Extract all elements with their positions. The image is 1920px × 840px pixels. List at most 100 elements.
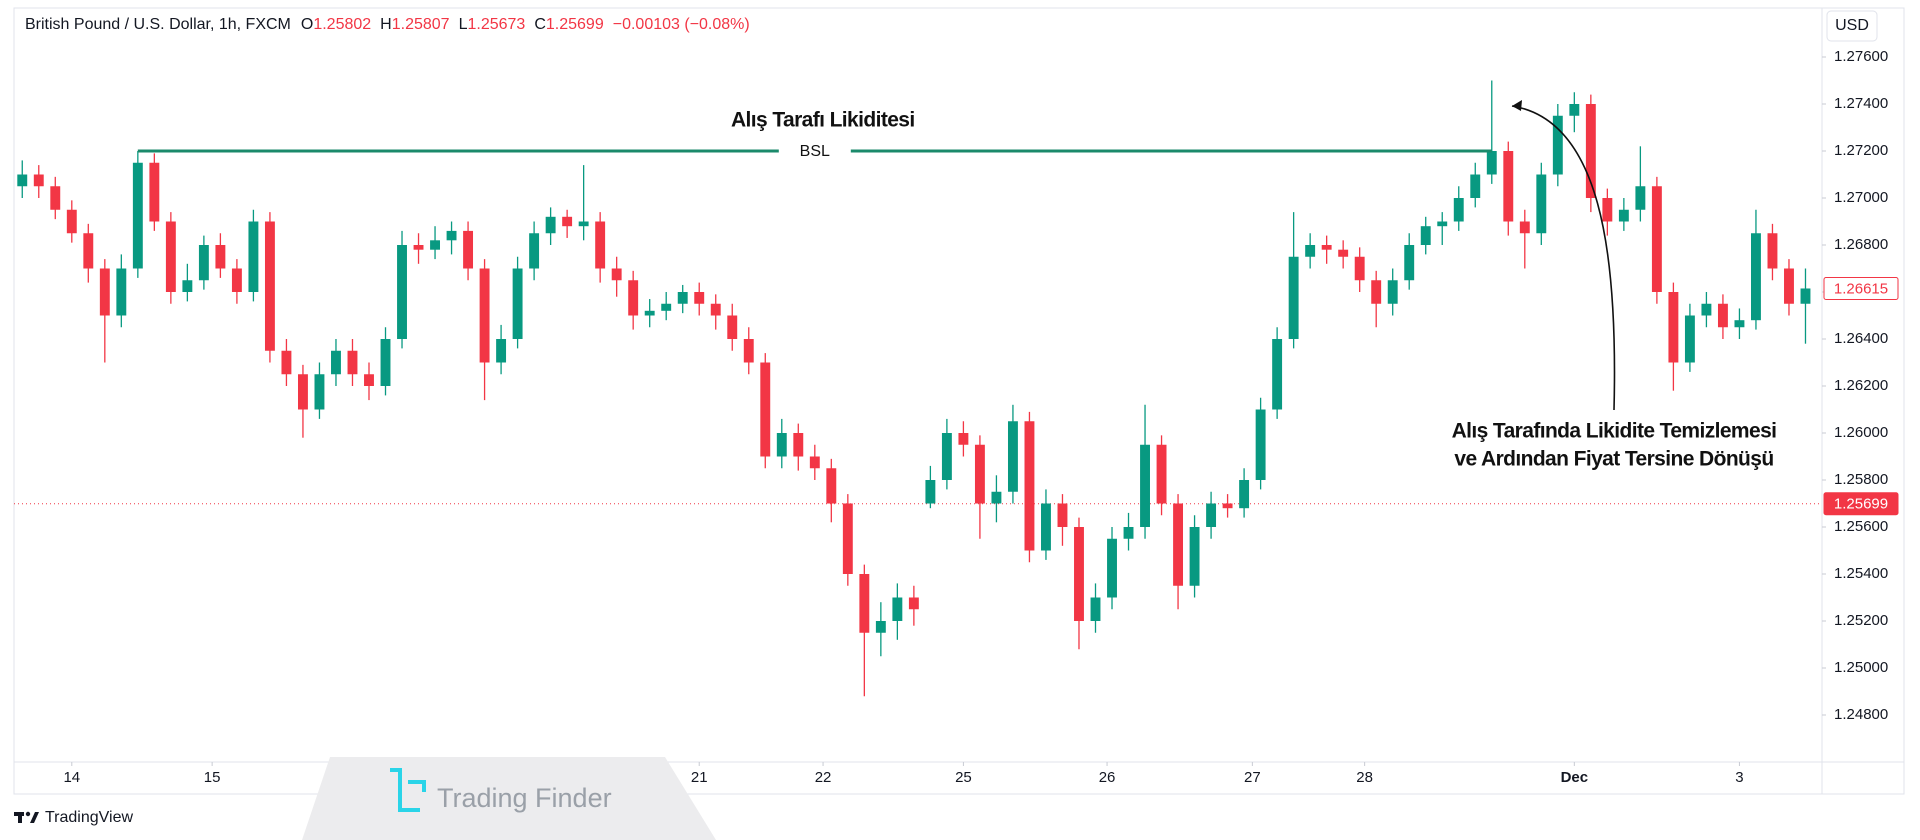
candle-body xyxy=(611,268,622,281)
candle-body xyxy=(1602,198,1613,222)
candle-body xyxy=(892,597,903,621)
ohlc-value: 1.25673 xyxy=(467,16,525,33)
candle-body xyxy=(314,374,325,410)
y-tick-label: 1.27400 xyxy=(1834,95,1888,112)
candle-body xyxy=(182,280,193,292)
ohlc-value: 1.25699 xyxy=(546,16,604,33)
candle-body xyxy=(1437,221,1448,227)
candle-body xyxy=(776,433,787,457)
candle-body xyxy=(1123,527,1134,539)
symbol-title: British Pound / U.S. Dollar, 1h, FXCM xyxy=(25,16,291,33)
y-tick-label: 1.25600 xyxy=(1834,518,1888,535)
x-tick-label: 26 xyxy=(1099,769,1116,786)
candle-body xyxy=(760,362,771,457)
candle-body xyxy=(1519,221,1530,234)
candle-body xyxy=(116,268,127,316)
candle-body xyxy=(1272,339,1283,410)
candle-body xyxy=(1321,245,1332,250)
candle-body xyxy=(595,221,606,269)
candle-body xyxy=(1618,209,1629,222)
x-tick-label: 22 xyxy=(815,769,832,786)
candle-body xyxy=(413,245,424,250)
candle-body xyxy=(826,468,837,504)
candle-body xyxy=(397,245,407,339)
candle-body xyxy=(1569,104,1580,116)
arrow-head xyxy=(1512,100,1522,111)
ohlc-key: O xyxy=(301,16,313,33)
candle-body xyxy=(1800,288,1811,304)
y-tick-label: 1.25200 xyxy=(1834,612,1888,629)
candle-body xyxy=(297,374,308,410)
candle-body xyxy=(644,310,655,316)
candle-body xyxy=(1074,527,1084,621)
candle-body xyxy=(1585,104,1596,198)
frame xyxy=(13,7,1905,795)
symbol-info: British Pound / U.S. Dollar, 1h, FXCM O 1.… xyxy=(25,16,750,33)
candle-body xyxy=(33,174,44,187)
candle-body xyxy=(479,268,490,363)
annotation-line: ve Ardından Fiyat Tersine Dönüşü xyxy=(1454,448,1773,471)
candle-body xyxy=(1288,256,1299,339)
candle-body xyxy=(958,433,969,445)
candle-body xyxy=(380,339,391,386)
candle-body xyxy=(463,230,474,269)
candle-body xyxy=(512,268,523,339)
candle-body xyxy=(50,186,61,210)
candle-body xyxy=(248,221,259,292)
candle-body xyxy=(198,245,209,281)
candle-body xyxy=(1751,233,1761,321)
candle-body xyxy=(1338,249,1349,257)
ohlc-value: 1.25807 xyxy=(392,16,450,33)
candle-body xyxy=(1717,303,1728,328)
candle-body xyxy=(364,374,374,386)
watermark-logo xyxy=(390,768,426,812)
candle-body xyxy=(793,433,804,457)
candle-body xyxy=(1668,292,1679,363)
candle-body xyxy=(925,480,936,504)
price-label-box xyxy=(1823,276,1899,300)
y-tick-label: 1.27600 xyxy=(1834,48,1888,65)
candle-body xyxy=(1007,421,1018,492)
candle-body xyxy=(1305,245,1316,257)
candle-body xyxy=(991,491,1002,504)
y-tick-label: 1.26400 xyxy=(1834,330,1888,347)
price-label: 1.25699 xyxy=(1834,496,1888,513)
candle-body xyxy=(545,216,556,234)
candle-body xyxy=(1734,320,1745,328)
candle-body xyxy=(1156,444,1167,504)
candle-body xyxy=(661,303,672,311)
candle-body xyxy=(694,292,705,304)
y-tick-label: 1.27000 xyxy=(1834,189,1888,206)
currency-box xyxy=(1826,10,1878,42)
candle-body xyxy=(727,315,738,339)
ohlc-key: H xyxy=(380,16,392,33)
candle-body xyxy=(99,268,110,316)
candle-body xyxy=(908,597,919,610)
candle-body xyxy=(710,303,721,316)
candle-body xyxy=(165,221,176,292)
y-tick-label: 1.25000 xyxy=(1834,659,1888,676)
candle-body xyxy=(17,174,28,187)
level-title: Alış Tarafı Likiditesi xyxy=(731,109,915,132)
candle-body xyxy=(1784,268,1794,304)
candle-body xyxy=(1090,597,1101,621)
candle-body xyxy=(1173,503,1184,586)
ohlc-key: C xyxy=(534,16,546,33)
candle-body xyxy=(347,350,358,375)
x-tick-label: 3 xyxy=(1735,769,1743,786)
candle-body xyxy=(1420,226,1431,245)
price-change: −0.00103 (−0.08%) xyxy=(613,16,750,33)
price-label: 1.26615 xyxy=(1834,280,1888,297)
x-tick-label: 25 xyxy=(955,769,972,786)
candle-body xyxy=(578,221,589,227)
candle-body xyxy=(496,339,507,363)
logo-part xyxy=(25,811,31,817)
candle-body xyxy=(875,621,886,633)
ohlc-key: L xyxy=(459,16,468,33)
candle-body xyxy=(264,221,275,351)
candle-body xyxy=(1552,115,1563,175)
candle-body xyxy=(1057,503,1068,527)
candle-body xyxy=(1651,186,1662,292)
logo-stroke xyxy=(408,780,426,792)
